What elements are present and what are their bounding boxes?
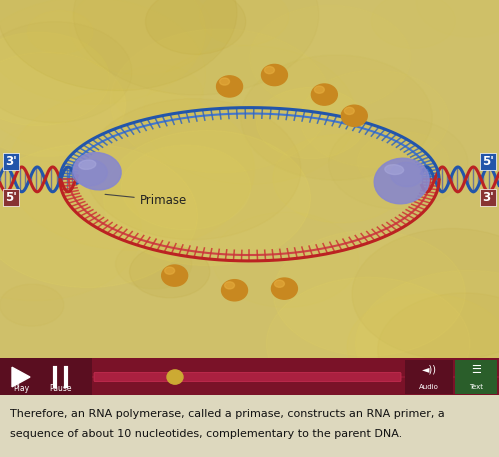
Text: Pause: Pause [50,384,72,393]
Ellipse shape [385,165,404,175]
Circle shape [241,55,432,180]
Circle shape [371,0,456,48]
Ellipse shape [274,280,284,287]
Circle shape [85,99,301,239]
Circle shape [0,0,205,104]
FancyBboxPatch shape [0,358,42,396]
Circle shape [273,230,465,356]
FancyBboxPatch shape [455,360,497,394]
Text: sequence of about 10 nucleotides, complementary to the parent DNA.: sequence of about 10 nucleotides, comple… [10,430,402,439]
FancyBboxPatch shape [0,358,499,396]
FancyBboxPatch shape [405,360,453,394]
Text: 5': 5' [5,191,17,204]
Text: Audio: Audio [419,383,439,390]
Circle shape [104,130,310,266]
Circle shape [200,0,289,46]
Ellipse shape [72,160,107,186]
Circle shape [300,70,449,167]
Circle shape [0,144,198,287]
Text: ☰: ☰ [471,365,481,375]
Circle shape [356,271,499,418]
FancyBboxPatch shape [42,358,92,396]
Text: Play: Play [13,384,29,393]
Ellipse shape [314,86,324,93]
Circle shape [116,239,192,289]
Ellipse shape [311,84,337,105]
Circle shape [352,228,499,360]
FancyBboxPatch shape [94,372,401,382]
Circle shape [70,0,212,75]
Circle shape [213,212,359,308]
Text: Therefore, an RNA polymerase, called a primase, constructs an RNA primer, a: Therefore, an RNA polymerase, called a p… [10,409,445,419]
Circle shape [167,370,183,384]
Ellipse shape [217,76,243,97]
Circle shape [110,29,330,173]
Text: ◄)): ◄)) [422,365,437,375]
Ellipse shape [225,282,235,289]
Circle shape [0,0,206,153]
Ellipse shape [261,64,287,85]
FancyBboxPatch shape [0,376,499,378]
Text: 3': 3' [5,155,17,168]
Circle shape [0,52,126,156]
Polygon shape [12,367,30,387]
Circle shape [73,0,319,95]
Ellipse shape [374,158,429,204]
Circle shape [146,0,246,54]
Ellipse shape [73,153,121,190]
Ellipse shape [264,67,274,74]
Ellipse shape [165,267,175,274]
Circle shape [347,294,499,399]
Circle shape [27,11,93,53]
Ellipse shape [390,162,423,187]
Circle shape [130,245,210,298]
Ellipse shape [341,105,367,127]
Circle shape [0,161,142,301]
FancyBboxPatch shape [0,395,499,457]
Circle shape [378,293,499,407]
Ellipse shape [271,278,297,299]
Text: Text: Text [469,383,483,390]
Circle shape [113,65,203,124]
Text: 3': 3' [482,191,494,204]
Circle shape [0,284,64,326]
Ellipse shape [220,78,230,85]
Circle shape [266,277,470,410]
Ellipse shape [162,265,188,286]
Ellipse shape [222,280,248,301]
Circle shape [273,134,408,223]
Circle shape [0,21,132,122]
Text: Primase: Primase [105,194,187,207]
Circle shape [143,46,356,185]
Text: 5': 5' [482,155,494,168]
Circle shape [8,89,254,250]
Ellipse shape [79,160,96,170]
Circle shape [121,145,250,230]
Ellipse shape [344,107,354,114]
Circle shape [256,87,365,159]
Circle shape [0,32,110,126]
Circle shape [0,0,237,90]
